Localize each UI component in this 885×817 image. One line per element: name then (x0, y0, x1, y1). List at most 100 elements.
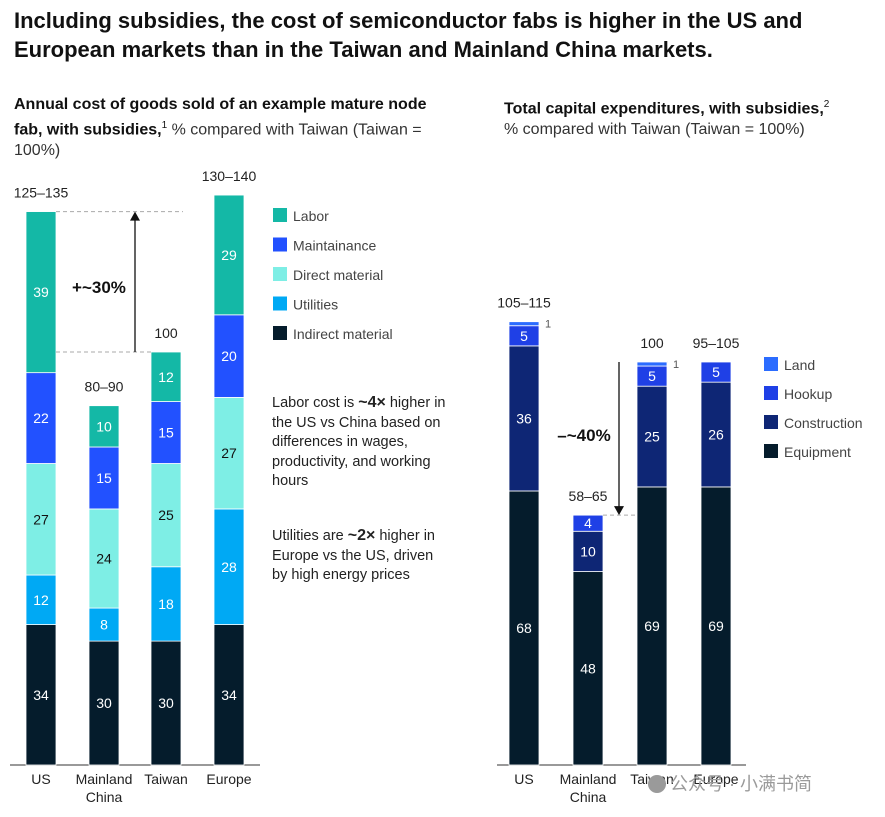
chart0-bar-europe-indirect-material (213, 624, 245, 766)
page-title: Including subsidies, the cost of semicon… (14, 8, 803, 62)
right-subtitle-plain: % compared with Taiwan (Taiwan = 100%) (504, 121, 805, 139)
chart0-data-label: 10 (96, 418, 112, 434)
chart1-data-label: 4 (584, 515, 592, 531)
chart0-data-label: 34 (221, 687, 237, 703)
chart1-legend-label-equipment: Equipment (784, 444, 851, 460)
chart1-category-label: Mainland (560, 771, 617, 787)
chart1-legend-swatch-land (764, 357, 778, 371)
chart0-data-label: 15 (96, 470, 112, 486)
chart0-bar-taiwan-maintainance (150, 401, 182, 464)
chart1-legend-swatch-hookup (764, 386, 778, 400)
chart1-data-label: 26 (708, 427, 724, 443)
chart1-data-label: 48 (580, 660, 596, 676)
chart0-bar-mainland-china-direct-material (88, 508, 120, 609)
chart0-data-label: 20 (221, 348, 237, 364)
left-subtitle-plain: % compared with Taiwan (Taiwan = 100%) (14, 121, 422, 160)
chart0-total-label: 125–135 (14, 185, 69, 201)
left-subtitle-footnote: 1 (161, 120, 168, 131)
chart0-bar-mainland-china-maintainance (88, 446, 120, 510)
chart1-data-label: 1 (545, 319, 551, 331)
chart1-legend-label-land: Land (784, 357, 815, 373)
chart1-total-label: 58–65 (569, 488, 608, 504)
chart0-data-label: 27 (33, 511, 49, 527)
chart0-data-label: 30 (158, 695, 174, 711)
chart0-legend-swatch-indirect-material (273, 326, 287, 340)
chart0-data-label: 29 (221, 247, 237, 263)
left-subtitle-bold: Annual cost of goods sold of an example … (14, 96, 427, 139)
chart0-category-label: US (31, 771, 50, 787)
chart0-legend-label-labor: Labor (293, 208, 329, 224)
chart1-bar-mainland-china-equipment (572, 571, 604, 766)
chart0-legend-label-direct-material: Direct material (293, 267, 383, 283)
chart1-data-label: 25 (644, 429, 660, 445)
chart1-bar-us-land (508, 321, 540, 327)
chart1-data-label: 1 (673, 359, 679, 371)
util-note-bold: ~2× (347, 527, 376, 544)
chart1-total-label: 100 (640, 335, 664, 351)
chart0-total-label: 80–90 (85, 379, 124, 395)
chart0-legend-label-indirect-material: Indirect material (293, 326, 393, 342)
chart1-legend-swatch-construction (764, 415, 778, 429)
left-chart-subtitle: Annual cost of goods sold of an example … (14, 94, 434, 161)
chart0-data-label: 22 (33, 410, 49, 426)
chart0-data-label: 18 (158, 596, 174, 612)
chart0-bar-taiwan-indirect-material (150, 640, 182, 766)
chart0-bar-us-indirect-material (25, 624, 57, 766)
util-note-post: higher in Europe vs the US, driven by hi… (272, 528, 435, 583)
chart1-legend-label-hookup: Hookup (784, 386, 832, 402)
chart0-bar-taiwan-labor (150, 351, 182, 402)
chart0-bar-europe-labor (213, 194, 245, 316)
chart0-data-label: 25 (158, 507, 174, 523)
chart1-legend-label-construction: Construction (784, 415, 863, 431)
labor-note-post: higher in the US vs China based on diffe… (272, 395, 446, 489)
chart1-legend-swatch-equipment (764, 444, 778, 458)
chart1-data-label: 5 (648, 368, 656, 384)
right-subtitle-footnote: 2 (823, 99, 830, 110)
chart1-bar-mainland-china-hookup (572, 514, 604, 532)
chart0-bar-us-utilities (25, 574, 57, 625)
chart0-legend-swatch-labor (273, 208, 287, 222)
chart0-change-arrowhead (130, 211, 140, 221)
chart1-data-label: 36 (516, 410, 532, 426)
chart1-data-label: 5 (520, 328, 528, 344)
right-subtitle-bold: Total capital expenditures, with subsidi… (504, 100, 824, 118)
chart0-bar-mainland-china-labor (88, 405, 120, 448)
chart1-bar-taiwan-equipment (636, 486, 668, 766)
chart0-category-label: Taiwan (144, 771, 188, 787)
chart1-bar-taiwan-construction (636, 385, 668, 488)
chart0-bar-europe-utilities (213, 508, 245, 625)
chart0-data-label: 24 (96, 551, 112, 567)
chart0-category-label: China (86, 789, 123, 805)
chart0-bar-mainland-china-indirect-material (88, 640, 120, 766)
chart1-data-label: 68 (516, 620, 532, 636)
chart0-change-label: +~30% (72, 278, 126, 297)
chart0-data-label: 27 (221, 445, 237, 461)
chart0-data-label: 28 (221, 559, 237, 575)
chart0-data-label: 12 (158, 369, 174, 385)
chart1-data-label: 69 (644, 618, 660, 634)
chart1-bar-europe-equipment (700, 486, 732, 766)
chart0-total-label: 100 (154, 325, 178, 341)
chart1-category-label: China (570, 789, 607, 805)
chart0-data-label: 15 (158, 425, 174, 441)
watermark-text: 公众号 · 小满书简 (670, 774, 812, 794)
chart0-category-label: Mainland (76, 771, 133, 787)
chart0-legend-label-utilities: Utilities (293, 297, 338, 313)
chart0-bar-europe-maintainance (213, 314, 245, 398)
watermark: 公众号 · 小满书简 (648, 770, 812, 796)
chart1-change-label: –~40% (557, 426, 610, 445)
chart0-total-label: 130–140 (202, 168, 257, 184)
labor-note-pre: Labor cost is (272, 395, 359, 411)
chart0-bar-mainland-china-utilities (88, 607, 120, 642)
chart0-category-label: Europe (206, 771, 251, 787)
chart0-bar-taiwan-utilities (150, 566, 182, 642)
chart0-legend-swatch-maintainance (273, 237, 287, 252)
chart1-data-label: 5 (712, 364, 720, 380)
utilities-note: Utilities are ~2× higher in Europe vs th… (272, 526, 452, 586)
chart0-bar-us-maintainance (25, 372, 57, 464)
chart1-total-label: 95–105 (693, 335, 740, 351)
chart1-bar-europe-hookup (700, 361, 732, 383)
chart0-legend-swatch-direct-material (273, 267, 287, 281)
chart1-bar-us-equipment (508, 490, 540, 766)
